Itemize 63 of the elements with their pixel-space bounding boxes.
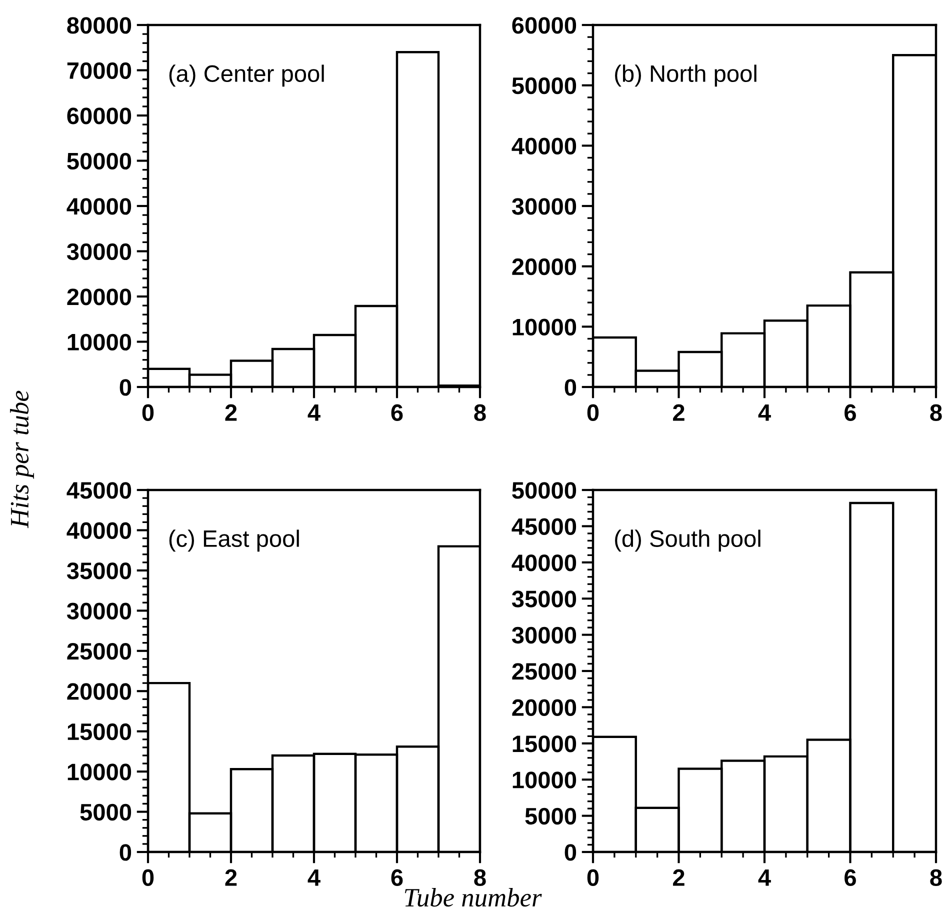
- y-tick-label: 30000: [512, 626, 576, 644]
- x-tick-label: 4: [308, 404, 320, 421]
- y-tick-label: 35000: [512, 590, 576, 608]
- x-tick-label: 8: [474, 404, 486, 422]
- x-tick-label: 0: [587, 404, 599, 422]
- y-tick-label: 15000: [68, 723, 132, 740]
- y-tick-label: 50000: [67, 152, 132, 170]
- y-tick-label: 35000: [66, 562, 132, 580]
- y-tick-label: 60000: [512, 17, 576, 34]
- y-tick-label: 20000: [67, 288, 132, 306]
- x-tick-label: 2: [673, 869, 684, 886]
- y-tick-label: 40000: [512, 138, 576, 154]
- x-tick-label: 2: [225, 869, 237, 886]
- y-tick-label: 45000: [66, 482, 132, 499]
- x-tick-label: 6: [844, 404, 856, 422]
- y-tick-label: 30000: [66, 602, 132, 620]
- x-tick-label: 8: [930, 404, 942, 422]
- y-axis-title: Hits per tube: [10, 390, 34, 528]
- y-tick-label: 5000: [80, 804, 132, 821]
- y-tick-label: 5000: [525, 808, 576, 825]
- y-tick-label: 60000: [67, 108, 132, 124]
- y-tick-label: 0: [564, 844, 576, 861]
- x-tick-label: 8: [930, 869, 942, 886]
- annotation: (a) Center pool: [169, 64, 324, 87]
- y-tick-label: 30000: [512, 198, 576, 215]
- y-tick-label: 25000: [67, 642, 132, 660]
- y-tick-label: 0: [120, 844, 132, 861]
- y-tick-label: 80000: [67, 17, 132, 34]
- x-tick-label: 4: [308, 870, 320, 886]
- x-tick-label: 4: [758, 870, 771, 886]
- y-tick-label: 10000: [512, 318, 576, 336]
- y-tick-label: 40000: [512, 554, 576, 572]
- y-tick-label: 45000: [512, 518, 576, 535]
- x-tick-label: 6: [391, 869, 403, 886]
- y-tick-label: 50000: [512, 77, 576, 94]
- x-tick-label: 0: [587, 869, 599, 886]
- y-tick-label: 20000: [67, 683, 132, 700]
- y-tick-label: 0: [564, 379, 576, 396]
- y-tick-label: 20000: [512, 258, 576, 276]
- x-axis-title: Tube number: [404, 888, 542, 907]
- y-tick-label: 25000: [512, 663, 576, 680]
- x-tick-label: 2: [225, 404, 237, 421]
- y-tick-label: 20000: [512, 699, 576, 716]
- y-tick-label: 70000: [67, 62, 132, 80]
- annotation: (d) South pool: [615, 530, 760, 552]
- annotation: (c) East pool: [169, 530, 299, 552]
- y-tick-label: 40000: [66, 522, 132, 540]
- x-tick-label: 0: [142, 404, 154, 422]
- y-tick-label: 15000: [512, 735, 576, 752]
- x-tick-label: 6: [391, 404, 403, 422]
- y-tick-label: 0: [120, 379, 132, 396]
- y-tick-label: 10000: [68, 764, 132, 780]
- y-tick-label: 40000: [66, 198, 132, 215]
- x-tick-label: 8: [474, 869, 486, 886]
- x-tick-label: 6: [844, 869, 856, 886]
- y-tick-label: 10000: [68, 334, 132, 351]
- x-tick-label: 0: [142, 869, 154, 886]
- y-tick-label: 10000: [512, 772, 576, 788]
- y-tick-label: 50000: [512, 482, 576, 499]
- x-tick-label: 4: [758, 404, 771, 421]
- y-tick-label: 30000: [66, 243, 132, 260]
- annotation: (b) North pool: [615, 64, 756, 87]
- x-tick-label: 2: [673, 404, 684, 421]
